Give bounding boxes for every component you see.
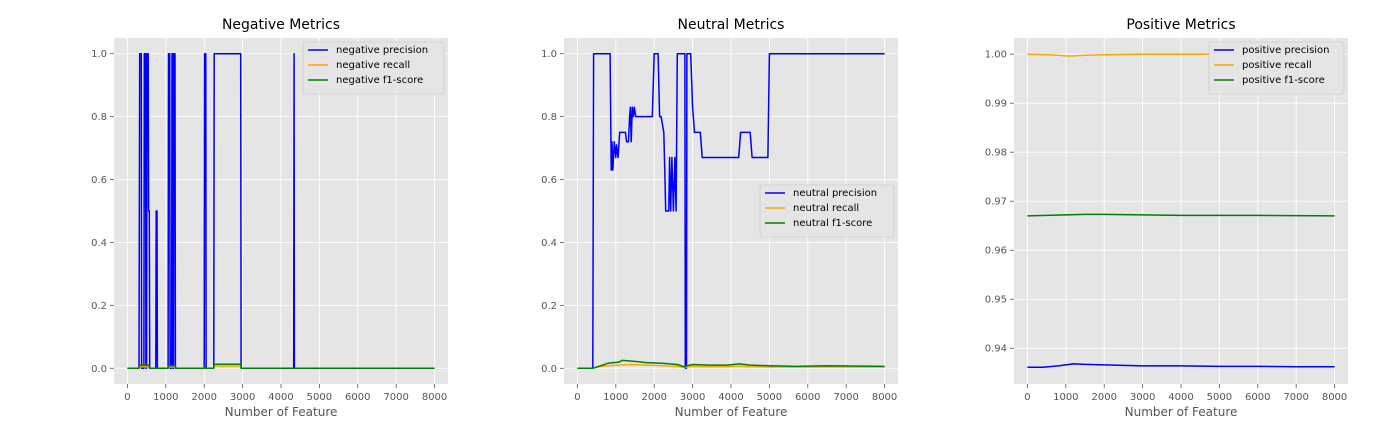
y-tick-label: 1.0 [91,49,107,60]
x-tick-label: 1000 [1053,392,1078,403]
x-tick-label: 3000 [230,392,255,403]
legend-label: neutral f1-score [793,218,872,229]
legend: positive precision positive recall positiv… [1208,41,1345,95]
y-tick-label: 0.8 [91,112,107,123]
legend-label: neutral precision [793,188,877,199]
y-tick-label: 0.0 [541,364,557,375]
legend-label: positive precision [1242,45,1330,56]
x-tick-label: 0 [574,392,580,403]
legend-label: positive f1-score [1242,75,1325,86]
y-tick-label: 0.0 [91,364,107,375]
x-tick-label: 0 [124,392,130,403]
legend-box [759,184,895,238]
panel-title: Negative Metrics [222,17,340,33]
panel-title: Neutral Metrics [678,17,785,33]
legend-label: neutral recall [793,203,859,214]
x-tick-label: 6000 [795,392,820,403]
y-tick-label: 0.4 [91,238,107,249]
y-tick-label: 0.94 [985,344,1007,355]
x-tick-label: 2000 [641,392,666,403]
x-tick-label: 0 [1024,392,1030,403]
x-tick-label: 1000 [603,392,628,403]
y-tick-label: 0.2 [541,301,557,312]
x-tick-label: 6000 [345,392,370,403]
x-tick-label: 5000 [1207,392,1232,403]
x-tick-label: 1000 [153,392,178,403]
legend: neutral precision neutral recall neutral f… [759,184,895,238]
y-tick-label: 1.0 [541,49,557,60]
y-tick-label: 0.97 [985,197,1007,208]
legend-box [302,41,445,95]
legend-box [1208,41,1345,95]
series-line-positive-f1-score [1027,213,1335,217]
series-line-neutral-f1-score [577,359,885,370]
y-tick-label: 0.95 [985,295,1007,306]
x-tick-label: 7000 [383,392,408,403]
y-tick-label: 0.6 [91,175,107,186]
y-tick-label: 0.2 [91,301,107,312]
x-tick-label: 2000 [1091,392,1116,403]
x-tick-label: 8000 [422,392,447,403]
series-line-negative-recall [127,365,435,370]
panel-title: Positive Metrics [1126,17,1235,33]
x-tick-label: 2000 [191,392,216,403]
x-tick-label: 7000 [1283,392,1308,403]
legend-label: positive recall [1242,60,1312,71]
legend-label: negative recall [336,60,410,71]
x-tick-label: 3000 [1130,392,1155,403]
panel-3: 0 1000 2000 3000 4000 5000 6000 7000 8000 0.94 0.9… [985,17,1348,419]
x-tick-label: 8000 [1322,392,1347,403]
series-line-positive-recall [1027,53,1335,57]
x-tick-label: 4000 [718,392,743,403]
legend: negative precision negative recall negativ… [302,41,445,95]
y-tick-label: 1.00 [985,50,1007,61]
y-tick-label: 0.8 [541,112,557,123]
series-line-positive-precision [1027,363,1335,369]
x-tick-label: 5000 [307,392,332,403]
panel-2: 0 1000 2000 3000 4000 5000 6000 7000 8000 0.0 0.2 0… [541,17,898,419]
panel-1: 0 1000 2000 3000 4000 5000 6000 7000 8000 0.0 0.2 0… [91,17,448,419]
x-tick-label: 7000 [833,392,858,403]
x-tick-label: 4000 [268,392,293,403]
x-tick-label: 5000 [757,392,782,403]
x-tick-label: 3000 [680,392,705,403]
series-line-negative-f1-score [127,363,435,370]
y-tick-label: 0.96 [985,246,1007,257]
y-tick-label: 0.99 [985,99,1007,110]
x-axis-label: Number of Feature [675,405,788,419]
series-line-neutral-precision [577,52,885,370]
x-axis-label: Number of Feature [1125,405,1238,419]
y-tick-label: 0.98 [985,148,1007,159]
x-axis-label: Number of Feature [225,405,338,419]
x-tick-label: 4000 [1168,392,1193,403]
x-tick-label: 6000 [1245,392,1270,403]
y-tick-label: 0.4 [541,238,557,249]
legend-label: negative precision [336,45,428,56]
legend-label: negative f1-score [336,75,423,86]
x-tick-label: 8000 [872,392,897,403]
y-tick-label: 0.6 [541,175,557,186]
